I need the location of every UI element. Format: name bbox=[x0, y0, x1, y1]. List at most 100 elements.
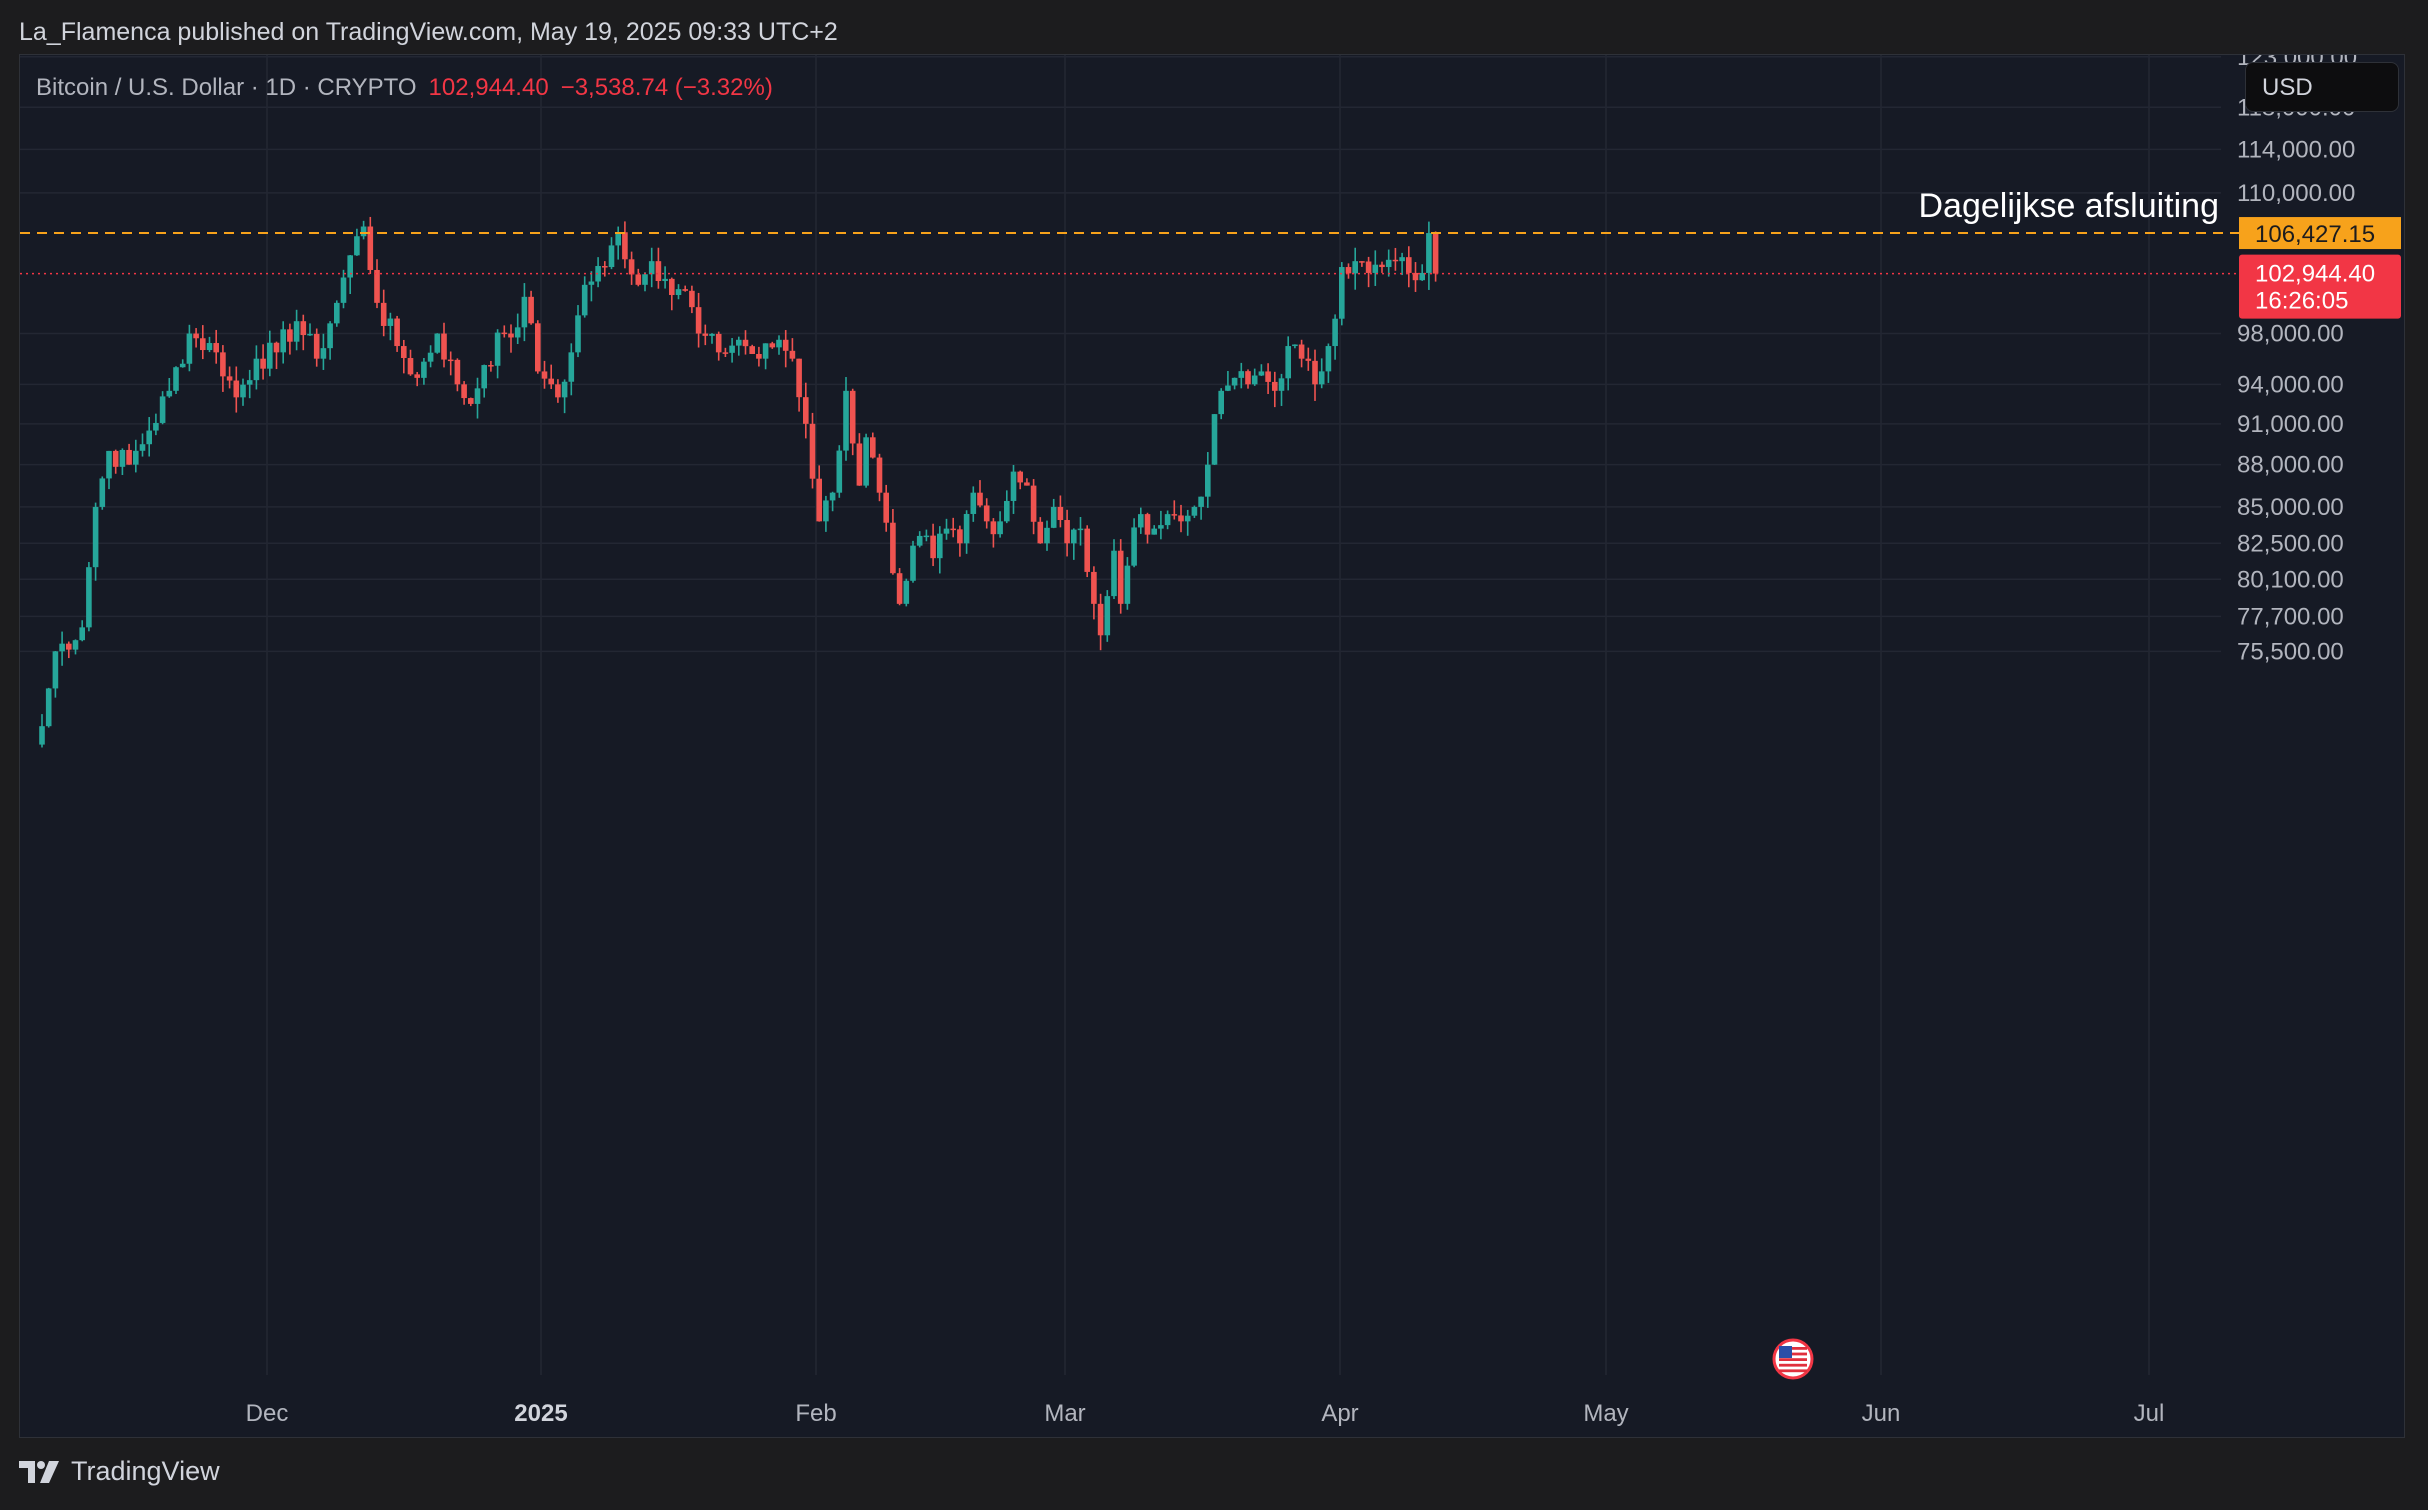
candle bbox=[159, 391, 166, 425]
chart-panel[interactable]: 128,000.00123,000.00118,000.00114,000.00… bbox=[19, 54, 2405, 1438]
candle-body bbox=[622, 232, 628, 260]
candle bbox=[528, 290, 534, 325]
candle bbox=[829, 491, 836, 512]
y-axis-tick-label: 88,000.00 bbox=[2237, 452, 2344, 479]
footer-brand[interactable]: TradingView bbox=[19, 1456, 220, 1487]
candle bbox=[1325, 343, 1332, 383]
candle-body bbox=[1231, 377, 1238, 386]
candle bbox=[622, 221, 628, 269]
candle bbox=[682, 285, 688, 292]
candle bbox=[367, 216, 374, 274]
candle bbox=[226, 366, 233, 389]
candle bbox=[937, 526, 943, 574]
candle bbox=[112, 449, 119, 474]
candle-body bbox=[1359, 261, 1365, 263]
candle-body bbox=[1144, 514, 1151, 535]
candle bbox=[407, 349, 414, 376]
candle-body bbox=[112, 450, 119, 467]
candle-body bbox=[447, 359, 454, 362]
candle bbox=[1171, 500, 1178, 520]
candle bbox=[1278, 373, 1285, 406]
candle bbox=[1144, 512, 1151, 544]
candle-body bbox=[240, 384, 246, 398]
candle-body bbox=[722, 352, 729, 354]
candle bbox=[126, 443, 132, 465]
candle bbox=[655, 247, 662, 289]
candle bbox=[59, 631, 65, 666]
candle bbox=[320, 333, 327, 370]
candle bbox=[1091, 566, 1097, 620]
candle bbox=[535, 320, 541, 374]
candle-body bbox=[1077, 528, 1084, 531]
candle-body bbox=[816, 478, 822, 522]
candle-body bbox=[1225, 385, 1231, 391]
candle-body bbox=[246, 380, 253, 385]
candle-body bbox=[581, 284, 588, 316]
currency-button[interactable]: USD bbox=[2245, 62, 2399, 112]
candle-body bbox=[407, 358, 414, 375]
candle bbox=[1211, 413, 1218, 465]
candle-body bbox=[1399, 257, 1405, 262]
candle bbox=[1225, 370, 1231, 392]
candle bbox=[1158, 510, 1164, 540]
candle bbox=[1292, 344, 1298, 349]
candle bbox=[836, 445, 843, 498]
candle-body bbox=[602, 266, 608, 268]
candle bbox=[1352, 247, 1358, 290]
candle bbox=[1071, 528, 1077, 560]
candle-body bbox=[1385, 259, 1392, 268]
candle bbox=[1037, 517, 1044, 544]
x-axis-tick-label: 2025 bbox=[514, 1400, 567, 1427]
candle-body bbox=[829, 492, 836, 501]
us-flag-icon[interactable] bbox=[1772, 1338, 1814, 1380]
candle bbox=[1077, 517, 1084, 546]
candle bbox=[1138, 507, 1144, 534]
candle bbox=[273, 341, 280, 370]
x-axis-tick-label: Apr bbox=[1321, 1400, 1358, 1427]
candle bbox=[803, 382, 809, 439]
candle bbox=[119, 448, 126, 476]
candle bbox=[910, 540, 916, 583]
candle-body bbox=[615, 232, 621, 246]
candle bbox=[514, 313, 521, 345]
candle-body bbox=[1104, 596, 1111, 636]
candle-body bbox=[1412, 272, 1419, 281]
candle bbox=[715, 331, 722, 361]
candle-body bbox=[709, 333, 715, 336]
candle-body bbox=[575, 315, 581, 353]
candle bbox=[1392, 247, 1399, 271]
candle-body bbox=[394, 318, 400, 347]
candle-body bbox=[360, 226, 367, 237]
candle-body bbox=[374, 269, 380, 303]
candle bbox=[963, 510, 970, 554]
candle-body bbox=[1091, 571, 1097, 604]
candle bbox=[809, 412, 816, 489]
candlestick-chart[interactable]: 128,000.00123,000.00118,000.00114,000.00… bbox=[20, 55, 2406, 1439]
candle-body bbox=[434, 333, 441, 353]
candle-body bbox=[856, 443, 863, 486]
candle bbox=[193, 328, 199, 348]
candle bbox=[179, 359, 186, 368]
candle-body bbox=[273, 342, 280, 353]
candle bbox=[977, 480, 983, 508]
candle bbox=[508, 324, 514, 353]
candle-body bbox=[427, 352, 434, 362]
candle-body bbox=[213, 343, 219, 353]
candle bbox=[79, 620, 85, 642]
candle-body bbox=[675, 289, 682, 296]
candle bbox=[1164, 510, 1171, 530]
candle-body bbox=[1037, 521, 1044, 544]
candle bbox=[461, 381, 467, 405]
candle-body bbox=[977, 492, 983, 506]
candle bbox=[595, 257, 601, 288]
candle bbox=[796, 358, 802, 412]
candle-body bbox=[1318, 371, 1325, 385]
candle bbox=[246, 369, 253, 399]
candle-body bbox=[186, 333, 193, 364]
candle-body bbox=[1365, 261, 1372, 273]
candle-body bbox=[736, 339, 742, 346]
candle bbox=[421, 357, 427, 385]
candle-body bbox=[220, 352, 226, 377]
candle bbox=[1419, 264, 1425, 281]
candle-body bbox=[1345, 267, 1352, 274]
